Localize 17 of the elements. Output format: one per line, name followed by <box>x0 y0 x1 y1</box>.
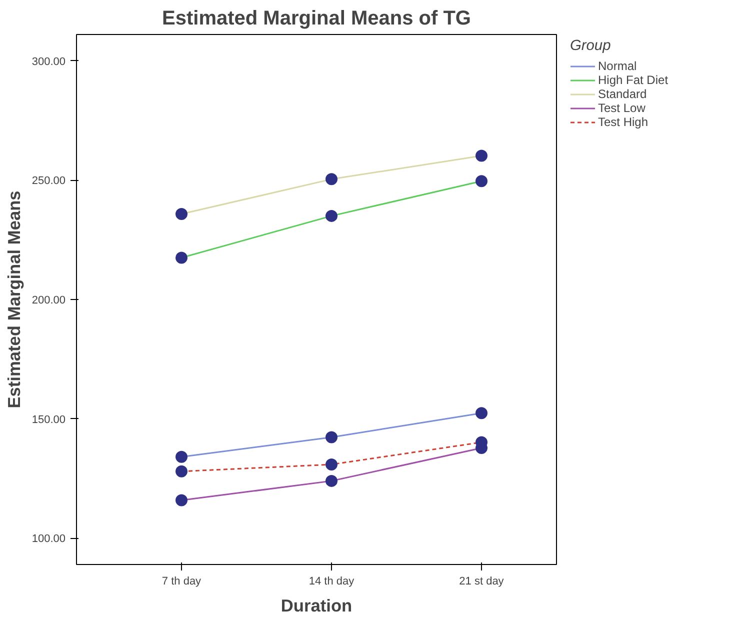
legend-title: Group <box>570 38 612 54</box>
y-tick-label: 150.00 <box>32 414 66 426</box>
legend-label: Standard <box>598 87 648 101</box>
legend-label: Test Low <box>598 101 646 115</box>
y-axis-title: Estimated Marginal Means <box>4 190 24 408</box>
x-tick-label: 7 th day <box>162 576 202 588</box>
legend-label: Test High <box>598 115 650 129</box>
y-tick-label: 300.00 <box>32 56 66 68</box>
y-tick-label: 100.00 <box>32 533 66 546</box>
y-tick-label: 250.00 <box>32 175 66 188</box>
legend-label: High Fat Diet <box>598 73 668 87</box>
x-tick-label: 21 st day <box>459 576 504 588</box>
chart-title: Estimated Marginal Means of TG <box>162 8 471 30</box>
y-tick-label: 200.00 <box>32 294 66 306</box>
x-axis-title: Duration <box>280 596 352 616</box>
legend-label: Normal <box>598 59 638 73</box>
x-tick-label: 14 th day <box>308 576 355 588</box>
